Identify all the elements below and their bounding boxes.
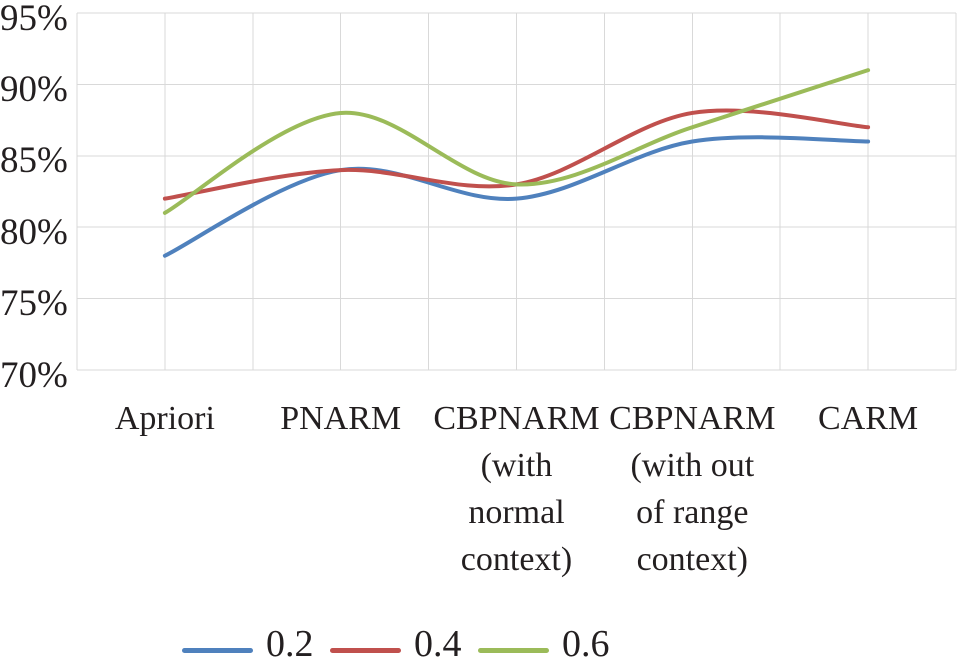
- legend-item-0-6: 0.6: [478, 622, 618, 664]
- legend-item-0-2: 0.2: [182, 622, 322, 664]
- legend-line-swatch-0-4: [330, 648, 401, 653]
- legend-label-0-4: 0.4: [414, 623, 462, 664]
- y-tick-label-95: 95%: [0, 0, 68, 39]
- x-category-label-0: Apriori: [114, 400, 215, 437]
- legend-label-0-6: 0.6: [562, 623, 610, 664]
- x-category-label-3: CBPNARM (with out of range context): [609, 400, 776, 578]
- legend-label-0-2: 0.2: [266, 623, 314, 664]
- legend-item-0-4: 0.4: [330, 622, 470, 664]
- legend-line-swatch-0-6: [478, 648, 549, 653]
- y-tick-label-70: 70%: [0, 354, 68, 396]
- series-line-0-6: [162, 68, 871, 215]
- plot-area: [76, 12, 957, 371]
- y-tick-label-90: 90%: [0, 68, 68, 110]
- y-tick-label-75: 75%: [0, 283, 68, 325]
- x-category-label-1: PNARM: [280, 400, 402, 437]
- series-line-0-2: [162, 135, 871, 258]
- x-category-label-4: CARM: [818, 400, 919, 437]
- y-tick-label-85: 85%: [0, 140, 68, 182]
- x-category-label-2: CBPNARM (with normal context): [433, 400, 600, 578]
- y-tick-label-80: 80%: [0, 211, 68, 253]
- legend-line-swatch-0-2: [182, 648, 253, 653]
